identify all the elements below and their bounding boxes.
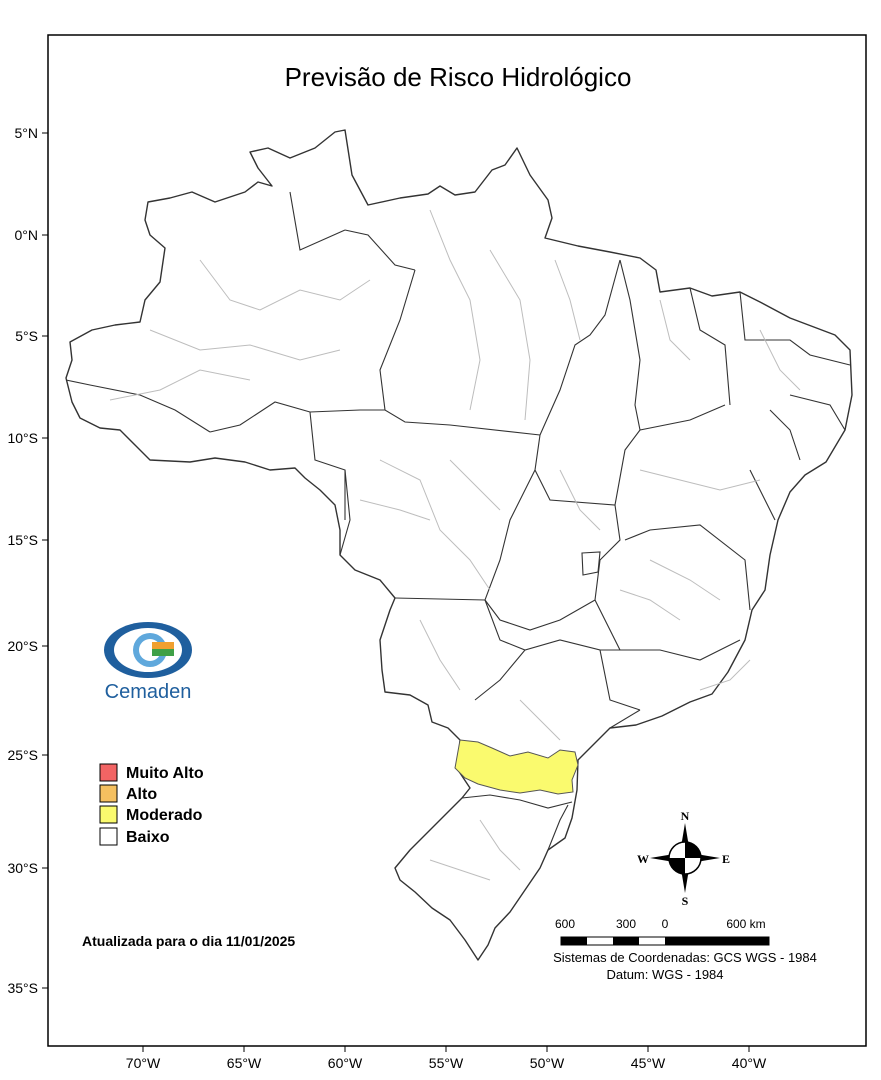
compass-w: W [637,852,649,866]
logo-label: Cemaden [105,681,192,703]
lon-label-50w: 50°W [530,1055,565,1071]
brazil-outline [65,129,853,961]
lat-label-0n: 0°N [15,227,39,243]
compass-n: N [681,809,690,823]
scale-label-0: 0 [662,917,669,931]
datum-text: Datum: WGS - 1984 [606,967,723,982]
lat-label-5n: 5°N [15,125,39,141]
compass-e: E [722,852,730,866]
lat-label-20s: 20°S [7,638,38,654]
coordinate-system-text: Sistemas de Coordenadas: GCS WGS - 1984 [553,950,817,965]
scale-label-600km: 600 km [726,917,765,931]
basin-lines [109,209,801,881]
lon-label-45w: 45°W [631,1055,666,1071]
legend-swatch-muito-alto [99,763,118,782]
scale-label-300: 300 [616,917,636,931]
legend-label-alto: Alto [126,786,157,803]
legend-label-moderado: Moderado [126,807,203,824]
legend-label-baixo: Baixo [126,829,170,846]
legend: Muito Alto Alto Moderado Baixo [99,763,204,846]
legend-swatch-alto [99,784,118,803]
scale-label-600: 600 [555,917,575,931]
brazil-map [65,129,853,961]
legend-label-muito-alto: Muito Alto [126,765,204,782]
compass-s: S [682,894,689,908]
state-borders [65,191,851,851]
lon-label-60w: 60°W [328,1055,363,1071]
lat-label-35s: 35°S [7,980,38,996]
legend-swatch-baixo [99,827,118,846]
lat-label-25s: 25°S [7,747,38,763]
update-date: Atualizada para o dia 11/01/2025 [82,933,295,949]
lon-label-40w: 40°W [732,1055,767,1071]
lat-label-10s: 10°S [7,430,38,446]
compass-rose-icon: N S E W [637,809,730,908]
scale-bar: 600 300 0 600 km [555,917,770,946]
lon-label-55w: 55°W [429,1055,464,1071]
moderate-risk-region [454,739,579,795]
lon-label-70w: 70°W [126,1055,161,1071]
longitude-axis: 70°W 65°W 60°W 55°W 50°W 45°W 40°W [126,1046,767,1071]
lon-label-65w: 65°W [227,1055,262,1071]
cemaden-logo: Cemaden [104,622,192,703]
legend-swatch-moderado [99,805,118,824]
lat-label-5s: 5°S [15,328,38,344]
latitude-axis: 5°N 0°N 5°S 10°S 15°S 20°S 25°S 30°S 35°… [7,125,48,996]
map-title: Previsão de Risco Hidrológico [285,62,632,92]
lat-label-30s: 30°S [7,860,38,876]
lat-label-15s: 15°S [7,532,38,548]
